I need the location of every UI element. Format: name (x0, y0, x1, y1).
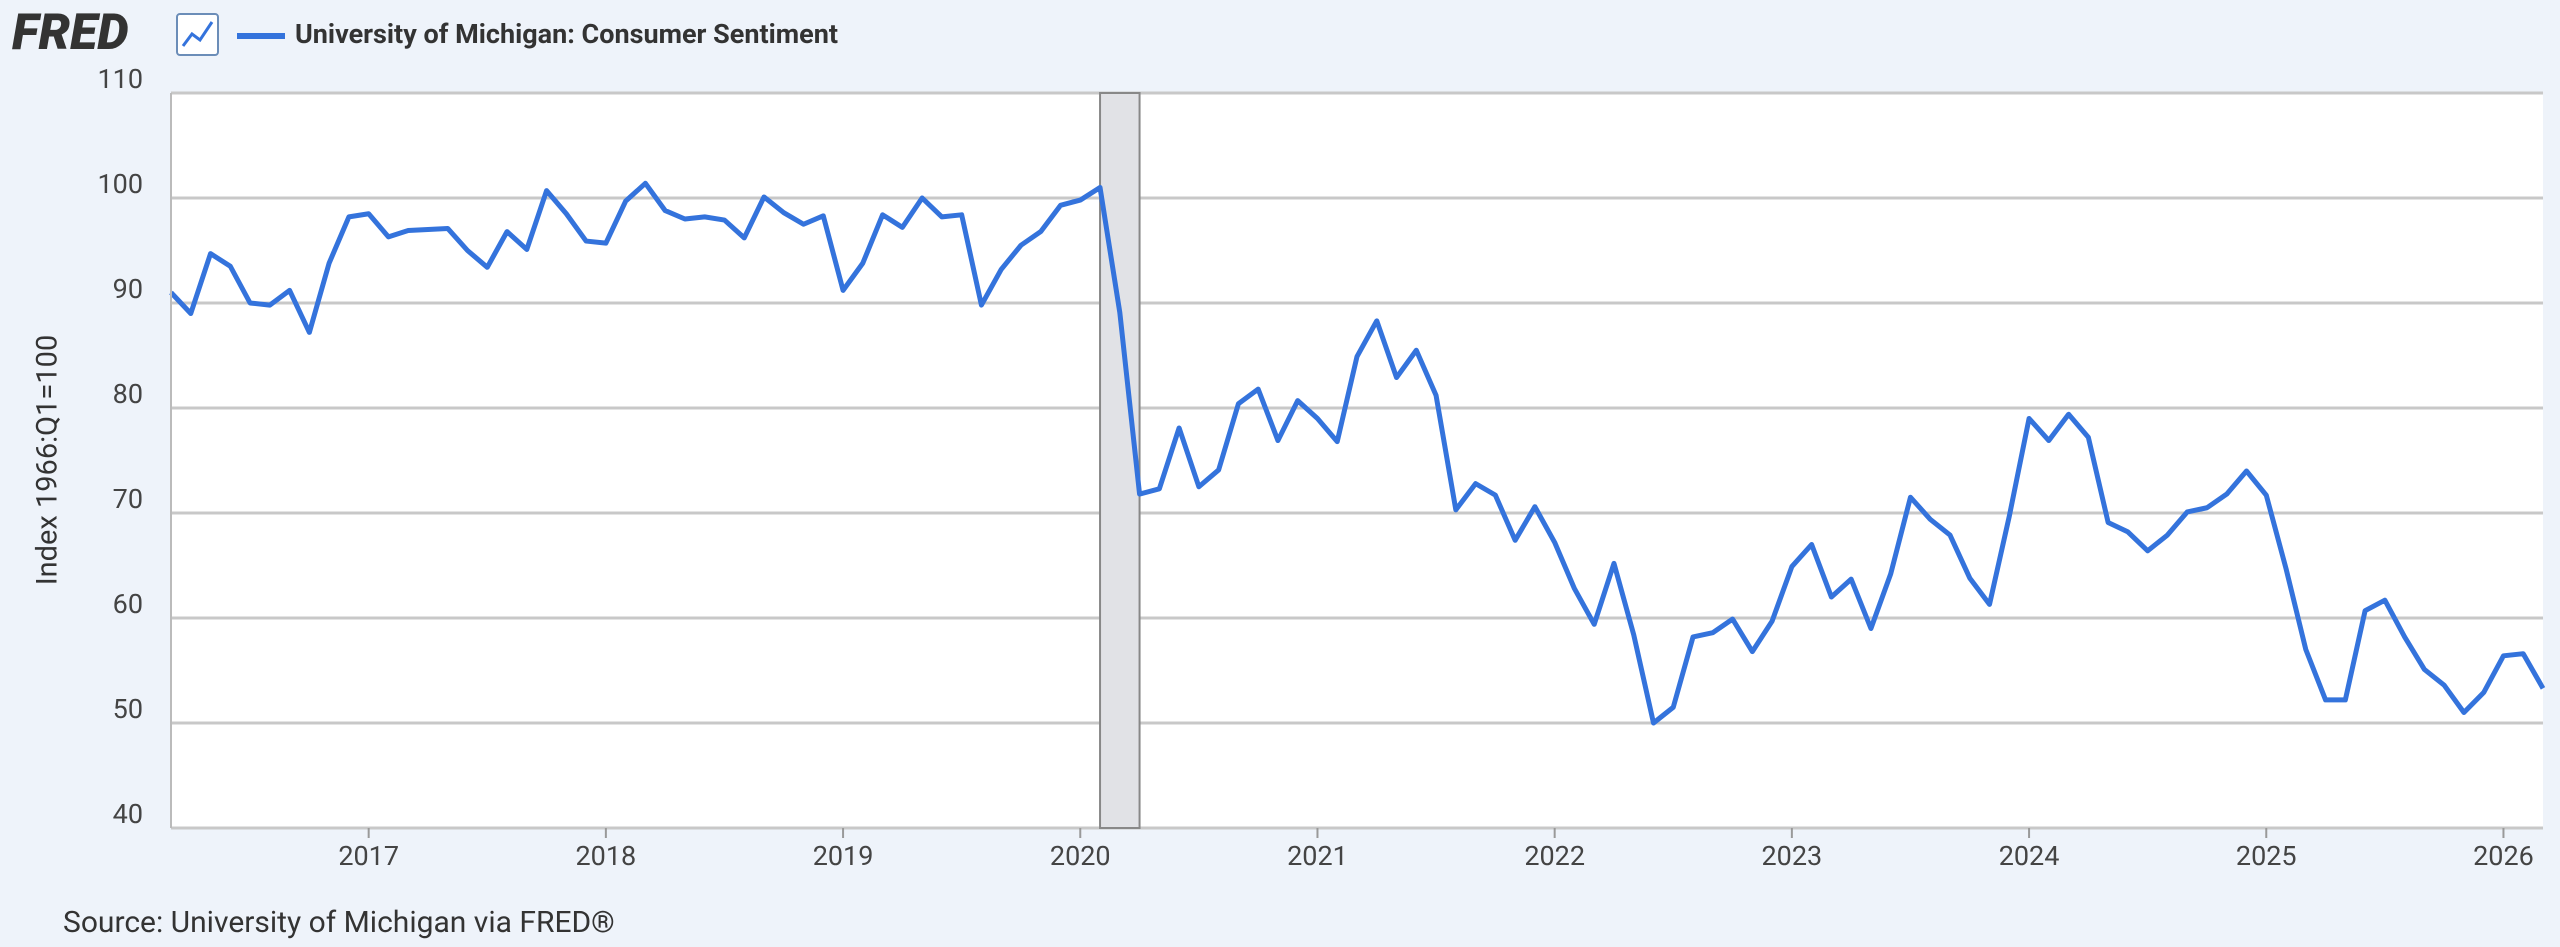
legend-label: University of Michigan: Consumer Sentime… (295, 18, 838, 50)
y-tick-label: 80 (113, 378, 143, 410)
x-tick-label: 2023 (1762, 840, 1823, 872)
x-tick-label: 2026 (2473, 840, 2534, 872)
y-tick-label: 70 (113, 483, 143, 515)
x-tick-label: 2017 (338, 840, 399, 872)
logo: FRED (12, 4, 129, 62)
x-tick-label: 2025 (2236, 840, 2297, 872)
x-tick-label: 2020 (1050, 840, 1111, 872)
x-tick-label: 2018 (576, 840, 637, 872)
recession-shade (1099, 92, 1141, 829)
x-tick-label: 2021 (1287, 840, 1348, 872)
x-tick-label: 2019 (813, 840, 874, 872)
x-tick-label: 2022 (1524, 840, 1585, 872)
x-tick-label: 2024 (1999, 840, 2060, 872)
y-tick-label: 50 (113, 693, 143, 725)
y-axis-label: Index 1966:Q1=100 (31, 335, 65, 586)
y-tick-label: 40 (113, 798, 143, 830)
y-tick-label: 100 (97, 168, 143, 200)
source: Source: University of Michigan via FRED® (63, 905, 615, 940)
y-tick-label: 90 (113, 273, 143, 305)
plot-area (171, 93, 2543, 828)
y-tick-label: 110 (97, 63, 143, 95)
y-tick-label: 60 (113, 588, 143, 620)
logo-icon (176, 13, 219, 56)
series-line (169, 180, 2546, 726)
